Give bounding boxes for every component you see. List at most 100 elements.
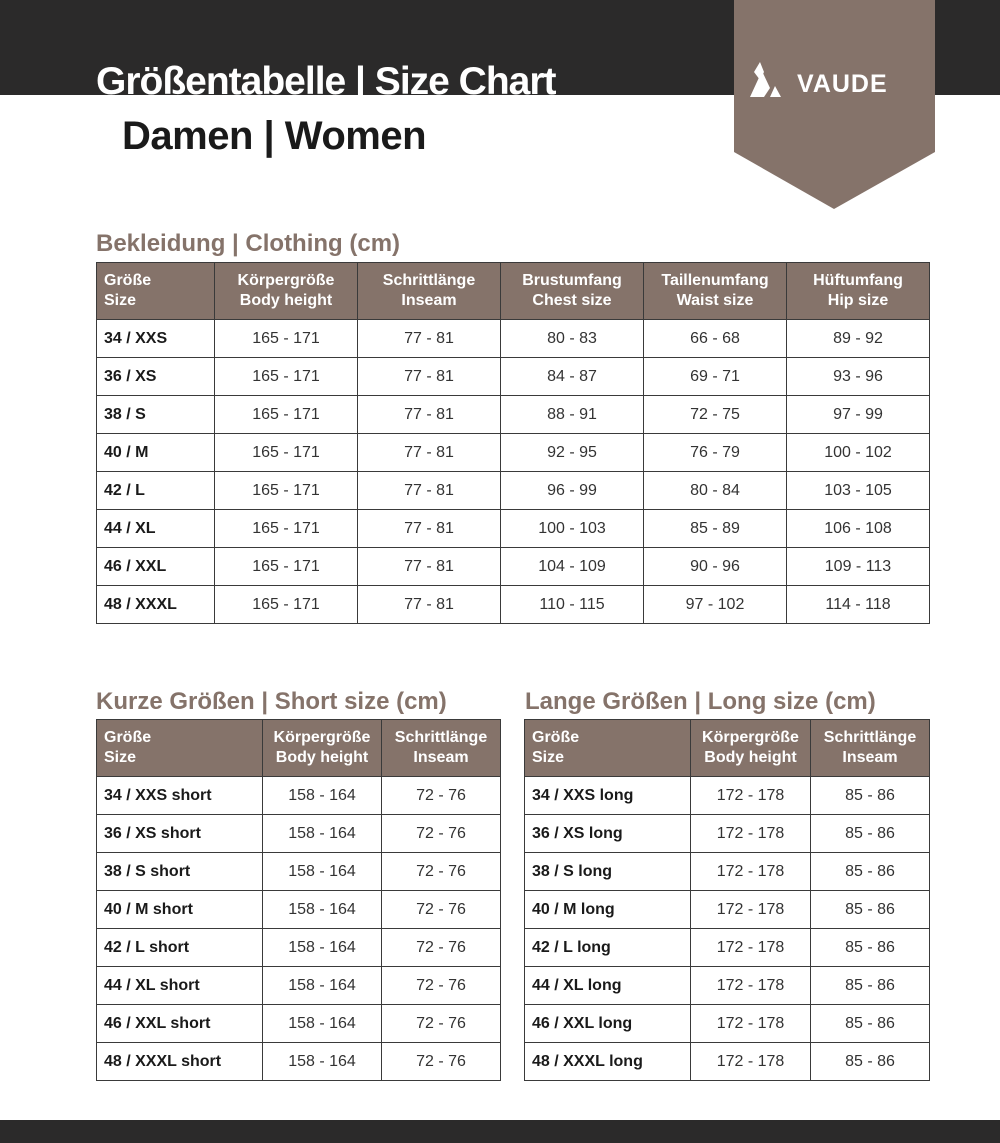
column-header-line: Hip size bbox=[827, 292, 889, 309]
column-header-line: Chest size bbox=[532, 292, 612, 309]
value-cell: 97 - 102 bbox=[643, 585, 787, 624]
column-header-line: Body height bbox=[239, 292, 333, 309]
size-cell: 46 / XXL long bbox=[524, 1004, 691, 1043]
column-header-line: Body height bbox=[275, 749, 369, 766]
value-cell: 80 - 84 bbox=[643, 471, 787, 510]
value-cell: 103 - 105 bbox=[786, 471, 930, 510]
value-cell: 77 - 81 bbox=[357, 471, 501, 510]
value-cell: 165 - 171 bbox=[214, 547, 358, 586]
size-cell: 40 / M short bbox=[96, 890, 263, 929]
value-cell: 158 - 164 bbox=[262, 890, 382, 929]
column-header: Schrittlänge Inseam bbox=[810, 719, 930, 777]
column-header-line: Hüftumfang bbox=[813, 272, 903, 289]
column-header-line: Inseam bbox=[401, 292, 457, 309]
value-cell: 158 - 164 bbox=[262, 966, 382, 1005]
size-cell: 42 / L short bbox=[96, 928, 263, 967]
value-cell: 77 - 81 bbox=[357, 395, 501, 434]
table-row: 42 / L short 158 - 164 72 - 76 bbox=[96, 928, 501, 967]
value-cell: 85 - 86 bbox=[810, 814, 930, 853]
value-cell: 77 - 81 bbox=[357, 357, 501, 396]
value-cell: 172 - 178 bbox=[690, 890, 811, 929]
table-row: 36 / XS 165 - 171 77 - 81 84 - 87 69 - 71 93 … bbox=[96, 357, 930, 396]
size-cell: 46 / XXL short bbox=[96, 1004, 263, 1043]
value-cell: 158 - 164 bbox=[262, 1004, 382, 1043]
column-header-line: Size bbox=[532, 749, 565, 766]
column-header: Körpergröße Body height bbox=[214, 262, 358, 320]
table-row: 48 / XXXL long 172 - 178 85 - 86 bbox=[524, 1042, 930, 1081]
column-header: Schrittlänge Inseam bbox=[381, 719, 501, 777]
size-cell: 34 / XXS bbox=[96, 319, 215, 358]
size-cell: 48 / XXXL short bbox=[96, 1042, 263, 1081]
table-row: 38 / S short 158 - 164 72 - 76 bbox=[96, 852, 501, 891]
value-cell: 100 - 102 bbox=[786, 433, 930, 472]
column-header-line: Size bbox=[104, 749, 137, 766]
value-cell: 72 - 76 bbox=[381, 852, 501, 891]
table-row: 34 / XXS long 172 - 178 85 - 86 bbox=[524, 776, 930, 815]
value-cell: 85 - 89 bbox=[643, 509, 787, 548]
value-cell: 92 - 95 bbox=[500, 433, 644, 472]
column-header: Taillenumfang Waist size bbox=[643, 262, 787, 320]
value-cell: 72 - 76 bbox=[381, 1004, 501, 1043]
value-cell: 172 - 178 bbox=[690, 966, 811, 1005]
value-cell: 172 - 178 bbox=[690, 814, 811, 853]
value-cell: 109 - 113 bbox=[786, 547, 930, 586]
column-header: Körpergröße Body height bbox=[262, 719, 382, 777]
table-row: 46 / XXL short 158 - 164 72 - 76 bbox=[96, 1004, 501, 1043]
value-cell: 90 - 96 bbox=[643, 547, 787, 586]
column-header: Größe Size bbox=[96, 262, 215, 320]
column-header-line: Brustumfang bbox=[522, 272, 622, 289]
value-cell: 77 - 81 bbox=[357, 547, 501, 586]
table-row: 38 / S long 172 - 178 85 - 86 bbox=[524, 852, 930, 891]
value-cell: 76 - 79 bbox=[643, 433, 787, 472]
column-header: Schrittlänge Inseam bbox=[357, 262, 501, 320]
value-cell: 72 - 76 bbox=[381, 1042, 501, 1081]
size-cell: 44 / XL short bbox=[96, 966, 263, 1005]
value-cell: 69 - 71 bbox=[643, 357, 787, 396]
long-title: Lange Größen | Long size (cm) bbox=[525, 688, 876, 715]
value-cell: 77 - 81 bbox=[357, 433, 501, 472]
column-header-line: Körpergröße bbox=[273, 729, 371, 746]
table-row: 40 / M 165 - 171 77 - 81 92 - 95 76 - 79 100 … bbox=[96, 433, 930, 472]
size-cell: 38 / S bbox=[96, 395, 215, 434]
size-cell: 42 / L bbox=[96, 471, 215, 510]
value-cell: 158 - 164 bbox=[262, 1042, 382, 1081]
size-cell: 36 / XS long bbox=[524, 814, 691, 853]
value-cell: 110 - 115 bbox=[500, 585, 644, 624]
svg-text:VAUDE: VAUDE bbox=[797, 70, 888, 98]
table-row: 40 / M short 158 - 164 72 - 76 bbox=[96, 890, 501, 929]
value-cell: 165 - 171 bbox=[214, 585, 358, 624]
header-row: Größe Size Körpergröße Body height Schrittlä… bbox=[96, 719, 501, 777]
table-row: 42 / L long 172 - 178 85 - 86 bbox=[524, 928, 930, 967]
value-cell: 72 - 76 bbox=[381, 776, 501, 815]
value-cell: 96 - 99 bbox=[500, 471, 644, 510]
value-cell: 72 - 76 bbox=[381, 966, 501, 1005]
table-row: 36 / XS long 172 - 178 85 - 86 bbox=[524, 814, 930, 853]
value-cell: 77 - 81 bbox=[357, 319, 501, 358]
table-row: 44 / XL short 158 - 164 72 - 76 bbox=[96, 966, 501, 1005]
table-row: 46 / XXL long 172 - 178 85 - 86 bbox=[524, 1004, 930, 1043]
value-cell: 158 - 164 bbox=[262, 852, 382, 891]
table-row: 44 / XL 165 - 171 77 - 81 100 - 103 85 - 89 1… bbox=[96, 509, 930, 548]
column-header-line: Körpergröße bbox=[702, 729, 799, 746]
clothing-table: Größe Size Körpergröße Body height Schrittlä… bbox=[96, 262, 930, 624]
column-header-line: Größe bbox=[532, 729, 580, 746]
value-cell: 85 - 86 bbox=[810, 928, 930, 967]
size-cell: 48 / XXXL bbox=[96, 585, 215, 624]
size-cell: 40 / M bbox=[96, 433, 215, 472]
column-header-line: Größe bbox=[104, 272, 152, 289]
column-header: Hüftumfang Hip size bbox=[786, 262, 930, 320]
value-cell: 88 - 91 bbox=[500, 395, 644, 434]
column-header-line: Inseam bbox=[842, 749, 898, 766]
header-row: Größe Size Körpergröße Body height Schrittlä… bbox=[524, 719, 930, 777]
value-cell: 84 - 87 bbox=[500, 357, 644, 396]
column-header: Körpergröße Body height bbox=[690, 719, 811, 777]
size-cell: 40 / M long bbox=[524, 890, 691, 929]
value-cell: 104 - 109 bbox=[500, 547, 644, 586]
size-cell: 36 / XS short bbox=[96, 814, 263, 853]
table-row: 34 / XXS 165 - 171 77 - 81 80 - 83 66 - 68 89… bbox=[96, 319, 930, 358]
column-header-line: Body height bbox=[704, 749, 797, 766]
value-cell: 85 - 86 bbox=[810, 966, 930, 1005]
size-cell: 44 / XL bbox=[96, 509, 215, 548]
table-row: 48 / XXXL short 158 - 164 72 - 76 bbox=[96, 1042, 501, 1081]
value-cell: 85 - 86 bbox=[810, 1004, 930, 1043]
